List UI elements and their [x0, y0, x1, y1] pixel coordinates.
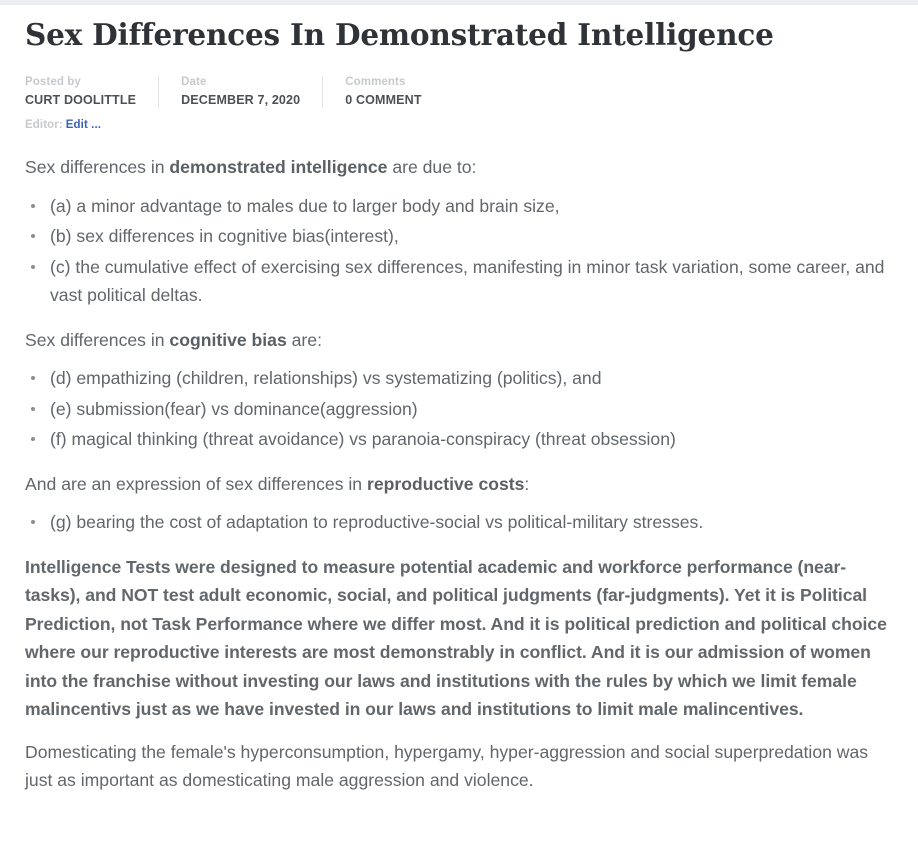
- bias-bold-text: cognitive bias: [169, 329, 287, 350]
- bias-lead-text: Sex differences in: [25, 329, 170, 350]
- post-meta: Posted by CURT DOOLITTLE Date DECEMBER 7…: [25, 75, 894, 112]
- paragraph-reproductive-costs: And are an expression of sex differences…: [25, 470, 894, 499]
- meta-date-value: DECEMBER 7, 2020: [181, 93, 301, 108]
- list-cognitive-bias: (d) empathizing (children, relationships…: [25, 364, 894, 454]
- meta-comments: Comments 0 COMMENT: [322, 75, 443, 109]
- intro-lead-text: Sex differences in: [25, 157, 170, 178]
- intro-bold-text: demonstrated intelligence: [169, 157, 388, 178]
- repro-lead-text: And are an expression of sex differences…: [25, 473, 367, 494]
- meta-posted-by-value: CURT DOOLITTLE: [25, 93, 137, 108]
- list-item: (c) the cumulative effect of exercising …: [25, 253, 894, 310]
- top-divider-strip: [0, 0, 918, 5]
- meta-date-label: Date: [181, 75, 207, 88]
- meta-comments-value[interactable]: 0 COMMENT: [345, 93, 422, 108]
- paragraph-intelligence-tests: Intelligence Tests were designed to meas…: [25, 556, 887, 720]
- list-item: (f) magical thinking (threat avoidance) …: [25, 425, 894, 454]
- page-title: Sex Differences In Demonstrated Intellig…: [25, 17, 774, 52]
- list-item: (g) bearing the cost of adaptation to re…: [25, 508, 894, 537]
- editor-label: Editor:: [25, 118, 63, 131]
- paragraph-intro: Sex differences in demonstrated intellig…: [25, 153, 894, 182]
- list-causes: (a) a minor advantage to males due to la…: [25, 192, 894, 310]
- list-item: (a) a minor advantage to males due to la…: [25, 192, 894, 221]
- repro-tail-text: :: [524, 473, 530, 494]
- meta-posted-by-label: Posted by: [25, 75, 81, 88]
- list-item: (e) submission(fear) vs dominance(aggres…: [25, 395, 894, 424]
- list-item: (d) empathizing (children, relationships…: [25, 364, 894, 393]
- meta-date: Date DECEMBER 7, 2020: [158, 75, 322, 109]
- intro-tail-text: are due to:: [387, 157, 477, 178]
- repro-bold-text: reproductive costs: [366, 473, 525, 494]
- editor-row: Editor: Edit ...: [25, 119, 894, 132]
- list-item: (b) sex differences in cognitive bias(in…: [25, 222, 894, 251]
- post-body: Sex differences in demonstrated intellig…: [25, 153, 894, 795]
- meta-posted-by: Posted by CURT DOOLITTLE: [25, 76, 158, 108]
- article-content: Sex Differences In Demonstrated Intellig…: [25, 17, 894, 795]
- paragraph-cognitive-bias: Sex differences in cognitive bias are:: [25, 326, 894, 355]
- list-reproductive-costs: (g) bearing the cost of adaptation to re…: [25, 508, 894, 537]
- paragraph-closing: Domesticating the female's hyperconsumpt…: [25, 741, 869, 791]
- edit-link[interactable]: Edit ...: [65, 118, 102, 131]
- meta-comments-label: Comments: [345, 75, 406, 88]
- bias-tail-text: are:: [286, 329, 322, 350]
